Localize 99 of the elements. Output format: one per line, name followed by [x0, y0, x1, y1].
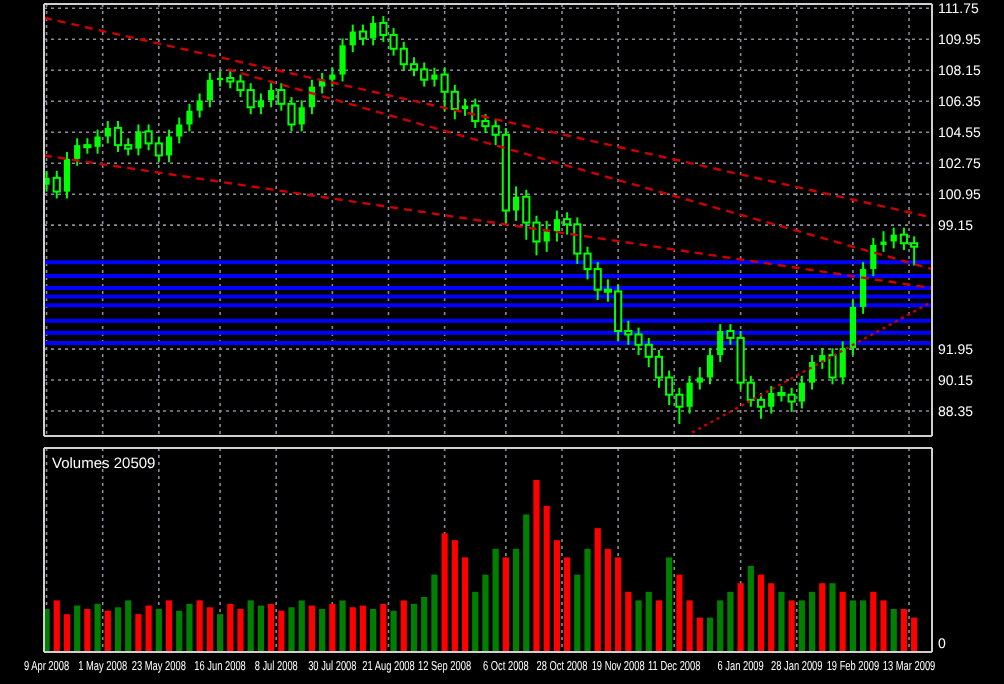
bar — [604, 548, 612, 652]
bar — [860, 600, 867, 652]
bar — [155, 609, 162, 652]
bar — [410, 603, 418, 652]
candlestick — [196, 92, 203, 119]
bar — [278, 610, 285, 652]
bar — [104, 610, 111, 652]
bar — [757, 574, 765, 652]
candlestick — [339, 37, 346, 83]
bar — [686, 600, 693, 652]
bar — [747, 566, 754, 652]
bar — [359, 605, 367, 652]
bar — [125, 600, 132, 652]
bar — [890, 609, 897, 652]
bar — [594, 528, 601, 652]
bar — [339, 600, 346, 652]
bar — [176, 610, 183, 652]
candlestick — [696, 366, 703, 391]
bar — [635, 600, 642, 652]
bar — [900, 609, 908, 652]
bar — [319, 609, 326, 652]
bar — [676, 574, 683, 652]
bar — [370, 609, 377, 652]
candlestick — [808, 354, 816, 391]
candlestick — [186, 102, 193, 133]
candlestick — [849, 299, 856, 357]
bar — [778, 591, 785, 652]
bar — [798, 600, 805, 652]
bar — [145, 605, 152, 652]
bar — [911, 617, 918, 652]
bar — [196, 600, 203, 652]
bar — [165, 600, 173, 652]
bar — [512, 548, 520, 652]
bar — [206, 607, 213, 652]
bar — [308, 605, 316, 652]
bar — [737, 583, 744, 652]
bar — [788, 600, 795, 652]
candlestick — [870, 237, 877, 277]
bar — [482, 574, 489, 652]
bar — [645, 591, 652, 652]
bar — [829, 583, 836, 652]
bar — [227, 603, 234, 652]
bar — [421, 596, 428, 652]
bar — [288, 607, 295, 652]
bar — [655, 600, 663, 652]
bar — [380, 603, 387, 652]
bar — [237, 609, 244, 652]
bar — [431, 574, 438, 652]
bar — [768, 583, 775, 652]
bar — [461, 557, 469, 652]
bar — [615, 557, 622, 652]
bar — [564, 557, 571, 652]
bar — [400, 600, 407, 652]
bar — [523, 514, 530, 652]
bar — [839, 591, 846, 652]
candlestick — [206, 71, 213, 109]
bar — [216, 614, 224, 652]
bar — [268, 603, 275, 652]
bar — [451, 540, 458, 652]
bar — [706, 617, 714, 652]
bar — [247, 600, 254, 652]
bar — [186, 603, 193, 652]
bar — [543, 505, 550, 652]
bar — [492, 548, 499, 652]
bar — [329, 603, 336, 652]
bar — [727, 591, 734, 652]
bar — [717, 600, 724, 652]
candlestick — [358, 23, 368, 47]
candlestick — [860, 261, 867, 315]
bar — [533, 480, 540, 652]
bar — [84, 609, 91, 652]
bar — [696, 617, 703, 652]
bar — [849, 600, 856, 652]
bar — [666, 557, 673, 652]
candlestick — [880, 230, 887, 253]
bar — [257, 605, 264, 652]
bar — [584, 548, 591, 652]
bar — [441, 533, 448, 652]
bar — [625, 591, 632, 652]
bar — [53, 600, 60, 652]
candlestick — [329, 66, 336, 88]
candlestick — [706, 347, 714, 386]
bar — [94, 603, 101, 652]
bar — [472, 591, 479, 652]
bar — [808, 591, 816, 652]
bar — [880, 600, 887, 652]
bar — [114, 607, 122, 652]
bar — [298, 600, 305, 652]
bar — [135, 614, 142, 652]
bar — [349, 607, 356, 652]
bar — [553, 540, 560, 652]
candlestick — [176, 116, 183, 145]
bar — [819, 583, 826, 652]
bar — [870, 591, 877, 652]
bar — [574, 574, 581, 652]
bar — [390, 610, 397, 652]
bar — [74, 605, 81, 652]
bar — [63, 614, 71, 652]
bar — [502, 557, 509, 652]
